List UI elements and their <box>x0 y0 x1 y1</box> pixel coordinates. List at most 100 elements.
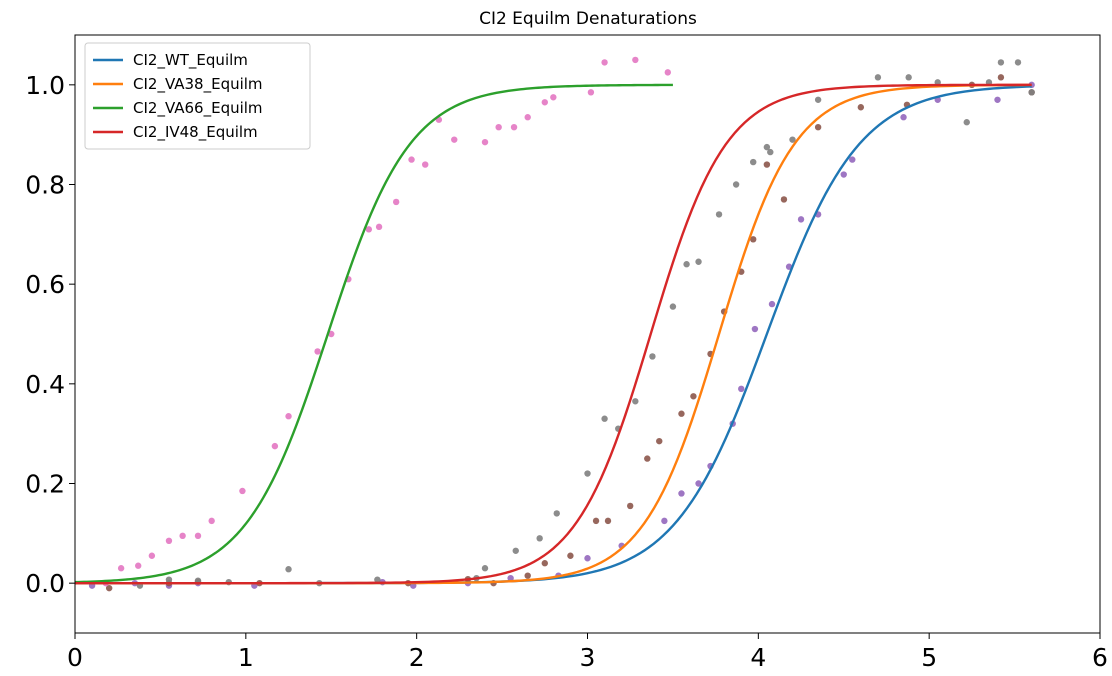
data-point <box>536 535 543 542</box>
data-point <box>857 104 865 111</box>
series-line-1 <box>75 85 1032 585</box>
data-point <box>797 216 805 223</box>
data-point <box>507 574 514 582</box>
data-point <box>285 566 292 573</box>
data-point <box>905 74 912 81</box>
data-point <box>632 56 639 64</box>
data-point <box>632 398 639 405</box>
x-tick-label: 4 <box>750 643 766 672</box>
data-point <box>314 348 321 355</box>
legend-label: CI2_VA38_Equilm <box>133 75 263 94</box>
data-point <box>592 517 600 525</box>
series-points-2 <box>105 74 1035 592</box>
data-point <box>664 69 671 76</box>
series-points-4 <box>136 59 1035 589</box>
data-point <box>763 161 771 168</box>
data-point <box>365 226 373 233</box>
data-point <box>678 410 685 417</box>
plot-contents <box>75 56 1035 592</box>
data-point <box>135 562 142 569</box>
x-tick-label: 0 <box>67 643 83 672</box>
data-point <box>194 532 202 540</box>
data-point <box>208 517 215 525</box>
legend-label: CI2_VA66_Equilm <box>133 99 263 118</box>
data-point <box>669 303 677 310</box>
data-point <box>649 353 656 360</box>
data-point <box>751 325 759 333</box>
x-tick-label: 2 <box>409 643 425 672</box>
data-point <box>105 584 113 592</box>
data-point <box>627 502 634 510</box>
data-point <box>567 552 574 559</box>
data-point <box>738 385 745 393</box>
series-line-2 <box>75 83 1032 585</box>
data-point <box>148 552 156 559</box>
data-point <box>165 537 173 545</box>
data-point <box>763 143 771 151</box>
data-point <box>451 136 458 143</box>
data-point <box>644 455 651 462</box>
series-line-4 <box>75 83 1032 585</box>
axes: 0 1 2 3 4 5 6 0.0 0.2 0.4 0.6 0.8 1.0 <box>25 34 1108 672</box>
data-point <box>997 59 1005 66</box>
data-point <box>683 261 690 268</box>
data-point <box>732 181 740 188</box>
y-tick-label: 0.8 <box>25 171 65 200</box>
data-point <box>789 136 796 143</box>
data-point <box>604 517 612 525</box>
x-tick-label: 5 <box>921 643 937 672</box>
x-tick-label: 1 <box>238 643 254 672</box>
data-point <box>997 74 1005 81</box>
data-point <box>678 490 685 497</box>
data-point <box>715 211 723 218</box>
plot-area <box>75 56 1035 592</box>
data-point <box>601 415 608 422</box>
data-point <box>814 96 822 103</box>
data-point <box>584 555 591 562</box>
data-point <box>392 198 400 206</box>
data-point <box>767 148 774 156</box>
data-point <box>239 487 246 495</box>
y-tick-label: 0.6 <box>25 270 65 299</box>
data-point <box>495 123 502 131</box>
data-point <box>840 171 847 178</box>
y-tick-label: 0.2 <box>25 470 65 499</box>
data-point <box>179 532 186 540</box>
x-tick-label: 3 <box>580 643 596 672</box>
y-tick-label: 1.0 <box>25 71 65 100</box>
data-point <box>541 99 548 106</box>
data-point <box>695 480 702 487</box>
data-point <box>768 300 776 308</box>
data-point <box>750 236 757 243</box>
data-point <box>587 89 595 96</box>
data-point <box>814 123 822 131</box>
data-point <box>375 223 383 231</box>
data-point <box>661 517 668 525</box>
legend-label: CI2_WT_Equilm <box>133 51 248 70</box>
data-point <box>512 547 519 554</box>
data-point <box>374 576 381 583</box>
data-point <box>550 94 557 101</box>
data-point <box>328 330 335 338</box>
series-points-1 <box>88 81 1035 589</box>
data-point <box>695 258 702 265</box>
legend-box <box>84 42 311 150</box>
data-point <box>963 119 970 126</box>
data-point <box>849 156 856 163</box>
legend-label: CI2_IV48_Equilm <box>133 123 258 142</box>
data-point <box>271 442 279 450</box>
data-point <box>481 565 489 572</box>
series-line-3 <box>75 83 673 584</box>
data-point <box>524 114 531 121</box>
y-tick-label: 0.0 <box>25 569 65 598</box>
y-tick-label: 0.4 <box>25 370 65 399</box>
data-point <box>541 560 548 567</box>
data-point <box>285 413 292 420</box>
data-point <box>422 161 429 168</box>
legend: CI2_WT_Equilm CI2_VA38_Equilm CI2_VA66_Equ… <box>84 42 311 150</box>
chart-title: CI2 Equilm Denaturations <box>479 9 697 29</box>
data-point <box>601 59 608 66</box>
data-point <box>874 74 882 81</box>
data-point <box>1014 59 1022 66</box>
